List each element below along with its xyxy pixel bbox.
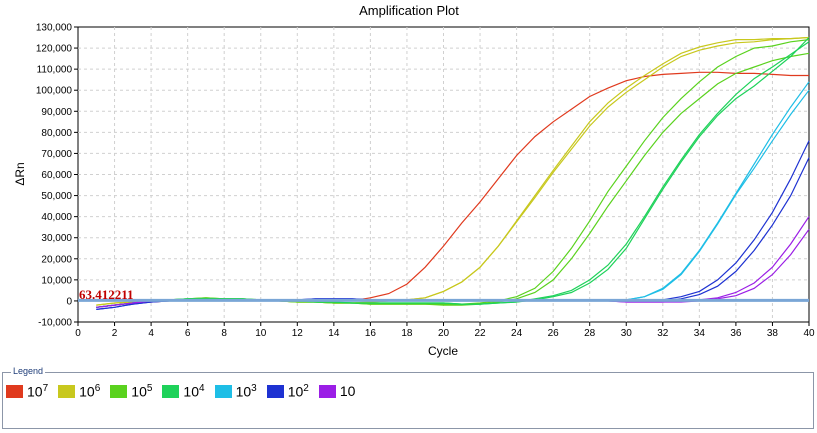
- y-tick-label: 20,000: [41, 254, 72, 265]
- legend: Legend 107 106 105 104 103 102 10: [2, 366, 814, 429]
- threshold-layer[interactable]: 63.412211: [78, 287, 809, 302]
- x-tick-label: 38: [767, 328, 779, 339]
- x-tick-label: 4: [148, 328, 154, 339]
- y-axis: -10,000 0 10,000 20,000 30,000 40,000 50,000 60…: [36, 23, 78, 329]
- y-tick-label: 40,000: [41, 212, 72, 223]
- legend-label: 106: [79, 383, 101, 400]
- legend-title: Legend: [11, 366, 46, 376]
- x-axis-title: Cycle: [428, 344, 458, 358]
- x-tick-label: 2: [112, 328, 118, 339]
- y-tick-label: -10,000: [38, 318, 72, 329]
- legend-label: 103: [235, 383, 257, 400]
- y-tick-label: 70,000: [41, 149, 72, 160]
- legend-swatch: [162, 384, 180, 398]
- legend-label: 104: [183, 383, 205, 400]
- legend-swatch: [58, 384, 76, 398]
- x-tick-label: 20: [438, 328, 450, 339]
- y-tick-label: 90,000: [41, 107, 72, 118]
- x-axis: 0 2 4 6 8 10 12 14 16 18 20 22 24 26 28 30 32 34 36 38 40: [75, 322, 815, 339]
- x-tick-label: 6: [185, 328, 191, 339]
- y-tick-label: 30,000: [41, 233, 72, 244]
- x-tick-label: 16: [365, 328, 377, 339]
- y-axis-title: ΔRn: [13, 162, 27, 185]
- legend-items: 107 106 105 104 103 102 10: [6, 383, 365, 400]
- legend-item-5[interactable]: 103: [214, 383, 257, 400]
- legend-label: 10: [339, 383, 356, 400]
- y-tick-label: 130,000: [36, 23, 73, 34]
- legend-item-6[interactable]: 102: [266, 383, 309, 400]
- x-tick-label: 8: [221, 328, 227, 339]
- grid-lines: [78, 27, 809, 322]
- legend-item-4[interactable]: 104: [162, 383, 205, 400]
- x-tick-label: 32: [657, 328, 669, 339]
- y-tick-label: 100,000: [36, 86, 73, 97]
- amplification-plot[interactable]: Amplification Plot 0 2 4 6 8 10 12 14 16 18 20 22 24…: [0, 0, 817, 372]
- y-tick-label: 80,000: [41, 128, 72, 139]
- legend-swatch: [110, 384, 128, 398]
- y-tick-label: 50,000: [41, 191, 72, 202]
- x-tick-label: 34: [694, 328, 706, 339]
- legend-swatch: [318, 384, 336, 398]
- x-tick-label: 12: [292, 328, 304, 339]
- x-tick-label: 30: [621, 328, 633, 339]
- legend-swatch: [266, 384, 284, 398]
- x-tick-label: 10: [255, 328, 267, 339]
- y-tick-label: 0: [66, 296, 72, 307]
- x-tick-label: 18: [401, 328, 413, 339]
- legend-item-3[interactable]: 105: [110, 383, 152, 400]
- legend-item-1[interactable]: 107: [6, 383, 48, 400]
- series-line[interactable]: [96, 37, 810, 308]
- legend-swatch: [214, 384, 232, 398]
- legend-item-2[interactable]: 106: [58, 383, 100, 400]
- y-tick-label: 60,000: [41, 170, 72, 181]
- x-tick-label: 40: [803, 328, 815, 339]
- legend-item-7[interactable]: 10: [318, 383, 356, 400]
- series-4: [96, 37, 810, 308]
- legend-swatch: [6, 384, 23, 398]
- x-tick-label: 28: [584, 328, 596, 339]
- x-tick-label: 36: [730, 328, 742, 339]
- x-tick-label: 22: [474, 328, 486, 339]
- threshold-value-label: 63.412211: [79, 287, 134, 302]
- legend-label: 105: [131, 383, 153, 400]
- x-tick-label: 26: [548, 328, 560, 339]
- chart-title: Amplification Plot: [359, 3, 459, 18]
- legend-label: 107: [27, 383, 49, 400]
- x-tick-label: 0: [75, 328, 81, 339]
- x-tick-label: 14: [328, 328, 340, 339]
- y-tick-label: 10,000: [41, 275, 72, 286]
- y-tick-label: 120,000: [36, 44, 73, 55]
- y-tick-label: 110,000: [37, 65, 73, 76]
- legend-label: 102: [287, 383, 309, 400]
- x-tick-label: 24: [511, 328, 523, 339]
